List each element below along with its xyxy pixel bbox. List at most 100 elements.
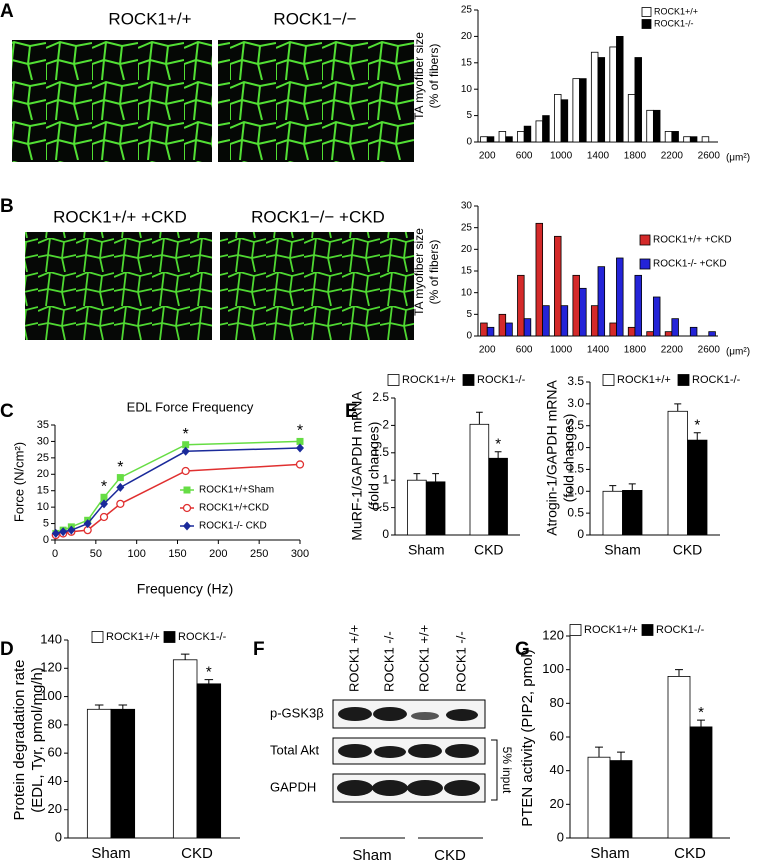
x-tick-label: 200: [479, 345, 496, 356]
y-axis-label: (% of fibers): [427, 240, 441, 305]
error-bar: [628, 483, 636, 491]
point: [116, 474, 124, 482]
bar: [486, 136, 495, 143]
x-tick-label: 1800: [624, 151, 647, 162]
error-bar: [413, 473, 421, 481]
x-unit: (μm²): [726, 347, 750, 358]
bar: [587, 756, 611, 839]
x-tick-label: Sham: [91, 845, 130, 862]
bar: [687, 439, 708, 536]
band: [444, 780, 480, 796]
annotation: *: [101, 479, 107, 496]
row-label: GAPDH: [270, 779, 316, 794]
column-label: ROCK1 +/+: [346, 625, 361, 692]
bar: [671, 131, 679, 143]
x-tick-label: 250: [250, 548, 268, 560]
band: [445, 744, 479, 758]
x-tick-label: CKD: [474, 542, 504, 558]
bar: [616, 257, 624, 337]
bar: [627, 94, 636, 143]
point: [59, 527, 68, 537]
x-tick-label: 2200: [661, 345, 684, 356]
error-bar: [675, 669, 683, 677]
bar: [110, 708, 136, 839]
bar: [708, 331, 716, 337]
y-axis-label: TA myofiber size: [412, 228, 426, 316]
bar: [554, 94, 562, 143]
bar: [579, 78, 587, 143]
legend-label: ROCK1+/+: [584, 624, 638, 636]
y-axis-label: (fold changes): [561, 414, 577, 503]
y-tick-label: 30: [461, 201, 473, 212]
bar: [505, 322, 513, 337]
x-tick-label: 1800: [624, 345, 647, 356]
bar: [616, 36, 624, 143]
bar: [646, 331, 654, 337]
point: [100, 493, 108, 501]
legend-swatch: [641, 624, 654, 636]
point: [51, 528, 60, 538]
bar: [86, 708, 112, 839]
x-tick-label: 300: [291, 548, 309, 560]
error-bar: [693, 432, 701, 441]
panel-letter: A: [0, 1, 14, 22]
band: [408, 744, 442, 758]
bar: [505, 136, 513, 143]
y-tick-label: 120: [542, 627, 564, 642]
legend-marker: [183, 521, 191, 531]
group-label: Sham: [352, 847, 391, 864]
bar: [572, 274, 580, 337]
y-tick-label: 20: [550, 796, 564, 811]
bar: [498, 131, 507, 143]
bar: [554, 235, 562, 337]
y-tick-label: 10: [37, 501, 49, 513]
panel-letter: F: [253, 639, 265, 660]
bar: [535, 120, 544, 143]
legend-label: ROCK1+/+CKD: [199, 503, 269, 514]
error-bar: [494, 451, 502, 459]
legend-swatch: [387, 374, 400, 386]
y-axis-label: TA myofiber size: [412, 32, 426, 120]
y-tick-label: 0.5: [567, 505, 584, 519]
band: [372, 780, 408, 796]
side-label: 5% input: [500, 747, 514, 794]
error-bar: [674, 403, 682, 412]
x-tick-label: 2200: [661, 151, 684, 162]
y-tick-label: 0.5: [372, 500, 389, 514]
x-tick-label: 0: [52, 548, 58, 560]
bar: [609, 760, 633, 839]
y-tick-label: 2.5: [372, 390, 389, 404]
y-axis-label: Force (N/cm²): [11, 442, 26, 522]
y-tick-label: 2.0: [567, 440, 584, 454]
point: [296, 437, 304, 445]
legend-swatch: [641, 19, 652, 29]
y-tick-label: 40: [550, 762, 564, 777]
bar: [486, 326, 495, 337]
bar: [689, 136, 698, 143]
x-tick-label: 1000: [550, 151, 573, 162]
image-labels: ROCK1+/+ ROCK1−/− ROCK1+/+ +CKD ROCK1−/−…: [53, 9, 385, 226]
error-bar: [204, 679, 214, 684]
x-tick-label: CKD: [674, 845, 706, 862]
bar: [517, 274, 525, 337]
blot: p-GSK3β Total Akt GAPDH ROCK1 +/+ ROCK1 …: [270, 625, 514, 864]
bar: [425, 481, 446, 536]
x-tick-label: 200: [209, 548, 227, 560]
y-tick-label: 0: [43, 534, 49, 546]
y-tick-label: 15: [461, 57, 473, 68]
legend-label: ROCK1+/+: [617, 374, 671, 386]
x-tick-label: 1000: [550, 345, 573, 356]
legend-label: ROCK1+/+: [106, 631, 160, 643]
annotation: *: [206, 664, 212, 681]
bar: [634, 57, 642, 143]
annotation: *: [117, 459, 123, 476]
x-tick-label: 50: [90, 548, 102, 560]
legend-label: ROCK1-/- CKD: [199, 521, 267, 532]
image-label: ROCK1−/−: [273, 9, 356, 28]
y-tick-label: 0: [557, 829, 564, 844]
y-tick-label: 80: [48, 716, 62, 731]
x-tick-label: Sham: [408, 542, 445, 558]
panel-letters: A B C D E F G: [0, 1, 530, 660]
x-tick-label: 200: [479, 151, 496, 162]
band: [411, 712, 439, 720]
